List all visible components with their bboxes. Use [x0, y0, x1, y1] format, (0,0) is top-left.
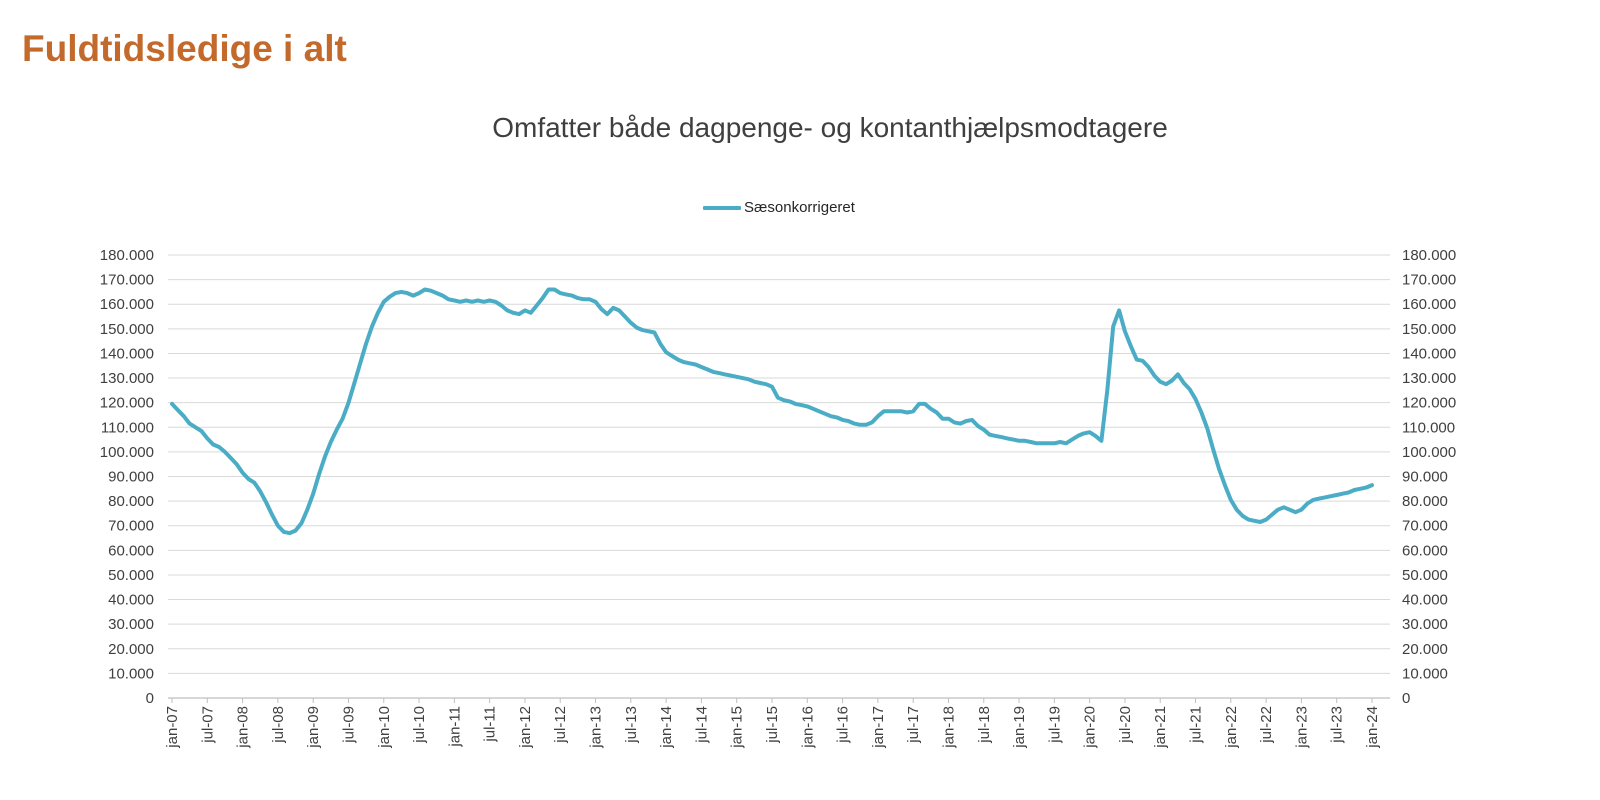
y-axis-label-left: 140.000 [100, 345, 154, 362]
y-axis-label-left: 60.000 [108, 542, 154, 559]
y-axis-label-left: 150.000 [100, 321, 154, 338]
y-axis-label-left: 10.000 [108, 665, 154, 682]
x-axis-label: jul-19 [1046, 706, 1063, 744]
x-axis-label: jul-09 [340, 706, 357, 744]
x-axis-label: jul-22 [1258, 706, 1275, 744]
x-axis-label: jan-15 [729, 706, 746, 749]
x-axis-label: jan-24 [1364, 706, 1381, 749]
x-axis-label: jul-08 [270, 706, 287, 744]
x-axis-label: jan-08 [235, 706, 252, 749]
y-axis-label-right: 160.000 [1402, 296, 1456, 313]
y-axis-label-right: 0 [1402, 690, 1410, 707]
y-axis-label-right: 140.000 [1402, 345, 1456, 362]
y-axis-label-left: 160.000 [100, 296, 154, 313]
x-axis-label: jul-15 [764, 706, 781, 744]
x-axis-label: jan-14 [658, 706, 675, 749]
x-axis-label: jan-21 [1152, 706, 1169, 749]
x-axis-label: jul-14 [693, 706, 710, 744]
chart-title: Omfatter både dagpenge- og kontanthjælps… [492, 112, 1168, 143]
y-axis-label-left: 130.000 [100, 370, 154, 387]
x-axis-label: jan-22 [1223, 706, 1240, 749]
x-axis-label: jan-23 [1293, 706, 1310, 749]
x-axis-label: jul-10 [411, 706, 428, 744]
x-axis-label: jul-16 [835, 706, 852, 744]
y-axis-label-left: 110.000 [101, 419, 154, 436]
y-axis-label-right: 180.000 [1402, 247, 1456, 264]
x-axis-label: jan-12 [517, 706, 534, 749]
x-axis-label: jan-10 [376, 706, 393, 749]
y-axis-label-right: 130.000 [1402, 370, 1456, 387]
y-axis-label-right: 60.000 [1402, 542, 1448, 559]
legend-label: Sæsonkorrigeret [744, 199, 855, 216]
x-axis-label: jul-21 [1188, 706, 1205, 744]
y-axis-label-right: 170.000 [1402, 272, 1456, 289]
x-axis-label: jan-11 [446, 706, 463, 748]
x-axis-label: jan-13 [588, 706, 605, 749]
x-axis-label: jul-13 [623, 706, 640, 744]
x-axis-label: jul-17 [905, 706, 922, 744]
y-axis-label-right: 80.000 [1402, 493, 1448, 510]
series-line [170, 287, 1374, 536]
x-axis-label: jan-16 [799, 706, 816, 749]
x-axis-label: jul-18 [976, 706, 993, 744]
y-axis-label-left: 180.000 [100, 247, 154, 264]
y-axis-label-left: 100.000 [100, 444, 154, 461]
x-axis-label: jan-18 [940, 706, 957, 749]
y-axis-label-right: 150.000 [1402, 321, 1456, 338]
y-axis-label-left: 70.000 [108, 518, 154, 535]
x-axis-label: jan-07 [164, 706, 181, 749]
x-axis-label: jul-20 [1117, 706, 1134, 744]
x-axis-label: jan-17 [870, 706, 887, 749]
y-axis-label-left: 30.000 [108, 616, 154, 633]
x-axis-label: jul-23 [1329, 706, 1346, 744]
y-axis-label-left: 40.000 [108, 592, 154, 609]
x-axis-label: jul-12 [552, 706, 569, 744]
y-axis-label-right: 40.000 [1402, 592, 1448, 609]
page-title: Fuldtidsledige i alt [22, 28, 347, 69]
x-axis-label: jul-11 [482, 706, 499, 743]
x-axis-label: jan-09 [305, 706, 322, 749]
x-axis-label: jan-20 [1082, 706, 1099, 749]
x-axis-label: jan-19 [1011, 706, 1028, 749]
y-axis-label-left: 120.000 [100, 395, 154, 412]
y-axis-label-right: 30.000 [1402, 616, 1448, 633]
y-axis-label-left: 50.000 [108, 567, 154, 584]
y-axis-label-left: 170.000 [100, 272, 154, 289]
y-axis-label-right: 20.000 [1402, 641, 1448, 658]
y-axis-label-right: 90.000 [1402, 469, 1448, 486]
x-axis-label: jul-07 [199, 706, 216, 744]
y-axis-label-right: 120.000 [1402, 395, 1456, 412]
y-axis-label-left: 90.000 [108, 469, 154, 486]
y-axis-label-left: 80.000 [108, 493, 154, 510]
chart-legend: Sæsonkorrigeret [168, 199, 1390, 216]
y-axis-label-left: 20.000 [108, 641, 154, 658]
y-axis-label-right: 70.000 [1402, 518, 1448, 535]
y-axis-label-right: 50.000 [1402, 567, 1448, 584]
y-axis-label-right: 110.000 [1402, 419, 1455, 436]
legend-line-marker-icon [703, 205, 742, 210]
y-axis-label-right: 10.000 [1402, 665, 1448, 682]
y-axis-label-right: 100.000 [1402, 444, 1456, 461]
y-axis-label-left: 0 [146, 690, 154, 707]
